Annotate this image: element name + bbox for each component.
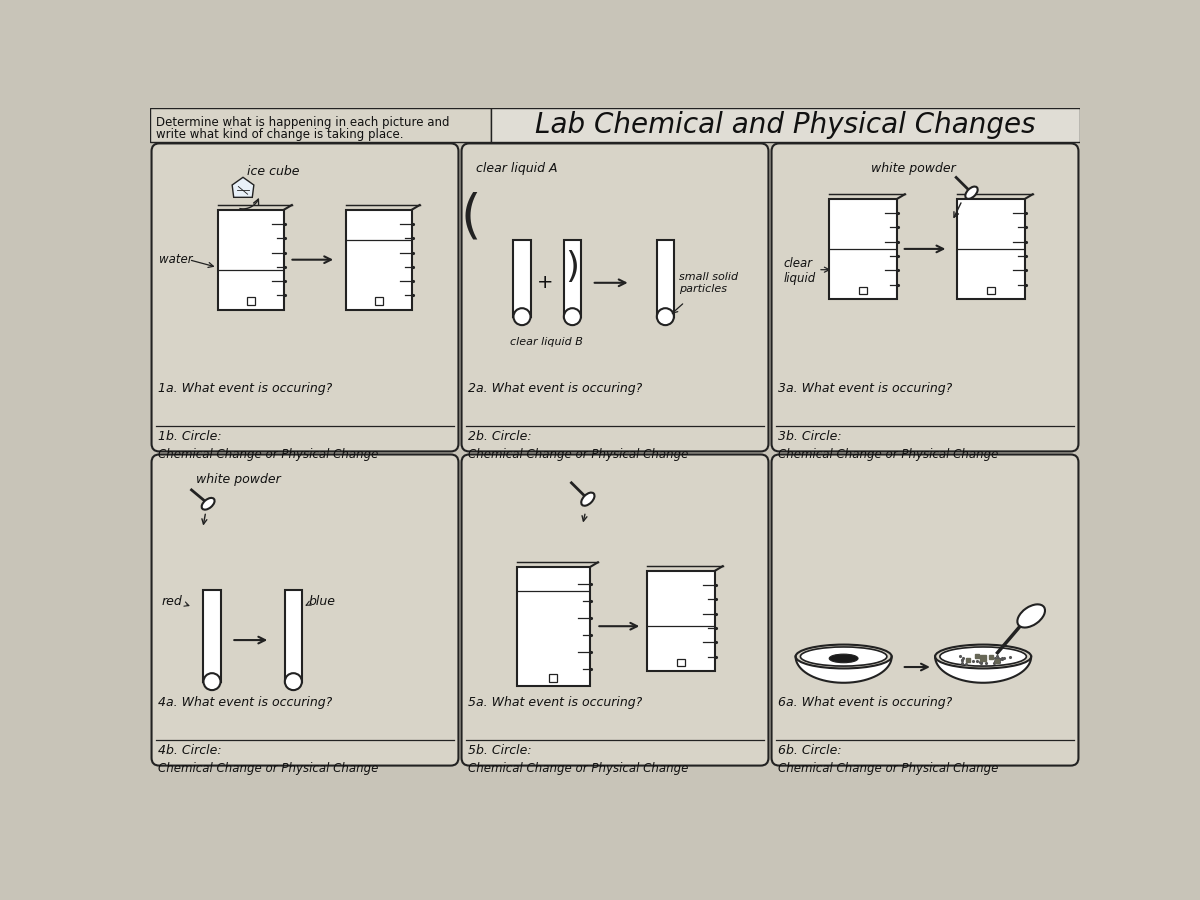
Text: 2b. Circle:: 2b. Circle: [468,430,532,443]
Bar [346,210,412,310]
Text: clear liquid B: clear liquid B [510,337,583,347]
FancyBboxPatch shape [151,143,458,452]
Bar [659,274,672,317]
Text: 5b. Circle:: 5b. Circle: [468,744,532,757]
Text: red: red [162,595,182,608]
Text: blue: blue [308,595,336,608]
Bar [514,240,530,317]
Text: Lab Chemical and Physical Changes: Lab Chemical and Physical Changes [535,111,1036,139]
Bar [564,240,581,317]
Bar [565,290,580,317]
Bar [550,674,557,681]
Bar [956,199,1025,299]
Bar [205,613,218,681]
FancyBboxPatch shape [462,143,768,452]
Text: clear
liquid: clear liquid [784,257,816,285]
Ellipse shape [284,673,302,690]
Bar [516,567,590,687]
Text: Chemical Change or Physical Change: Chemical Change or Physical Change [778,447,998,461]
FancyBboxPatch shape [462,454,768,766]
Bar [204,590,221,681]
FancyBboxPatch shape [772,454,1079,766]
Bar [374,297,383,305]
Bar [220,270,282,308]
Bar [656,240,674,317]
Ellipse shape [202,498,215,509]
Text: +: + [538,274,553,292]
Text: write what kind of change is taking place.: write what kind of change is taking plac… [156,128,403,141]
Ellipse shape [204,673,221,690]
Bar [150,108,491,142]
Bar [959,249,1024,297]
Text: 1b. Circle:: 1b. Circle: [157,430,221,443]
Ellipse shape [935,644,1031,669]
Text: white powder: white powder [197,473,281,486]
Bar [515,290,529,317]
Bar [518,590,589,685]
Text: Chemical Change or Physical Change: Chemical Change or Physical Change [157,761,378,775]
Ellipse shape [656,308,674,325]
FancyBboxPatch shape [151,454,458,766]
Text: Determine what is happening in each picture and: Determine what is happening in each pict… [156,116,450,129]
Bar [648,626,714,670]
Text: water: water [160,253,193,266]
Ellipse shape [800,647,887,666]
Bar [218,210,284,310]
Bar [348,239,410,308]
Ellipse shape [514,308,530,325]
Text: 4b. Circle:: 4b. Circle: [157,744,221,757]
Ellipse shape [796,644,892,669]
Text: 6b. Circle:: 6b. Circle: [778,744,841,757]
Text: ): ) [565,250,580,284]
Text: Chemical Change or Physical Change: Chemical Change or Physical Change [778,761,998,775]
Text: Chemical Change or Physical Change: Chemical Change or Physical Change [468,761,688,775]
Text: 2a. What event is occuring?: 2a. What event is occuring? [468,382,642,395]
Bar [647,571,715,670]
Ellipse shape [1018,604,1045,627]
Text: 1a. What event is occuring?: 1a. What event is occuring? [157,382,332,395]
Text: ice cube: ice cube [247,165,299,178]
Bar [830,249,895,297]
Polygon shape [232,177,254,197]
Bar [247,297,254,305]
Ellipse shape [965,186,978,199]
Bar [677,659,685,666]
Text: 4a. What event is occuring?: 4a. What event is occuring? [157,697,332,709]
Text: 5a. What event is occuring?: 5a. What event is occuring? [468,697,642,709]
Text: Chemical Change or Physical Change: Chemical Change or Physical Change [468,447,688,461]
Text: 6a. What event is occuring?: 6a. What event is occuring? [778,697,952,709]
Text: small solid
particles: small solid particles [679,272,738,293]
Text: (: ( [461,192,481,243]
Ellipse shape [829,654,858,662]
Bar [491,108,1080,142]
FancyBboxPatch shape [772,143,1079,452]
Text: white powder: white powder [871,162,956,175]
Bar [287,613,300,681]
Text: Chemical Change or Physical Change: Chemical Change or Physical Change [157,447,378,461]
Ellipse shape [581,492,594,506]
Bar [986,286,995,294]
Bar [284,590,302,681]
Text: clear liquid A: clear liquid A [475,162,557,175]
Bar [859,286,866,294]
Text: 3b. Circle:: 3b. Circle: [778,430,841,443]
Text: 3a. What event is occuring?: 3a. What event is occuring? [778,382,952,395]
Ellipse shape [564,308,581,325]
Bar [829,199,898,299]
Ellipse shape [940,647,1026,666]
